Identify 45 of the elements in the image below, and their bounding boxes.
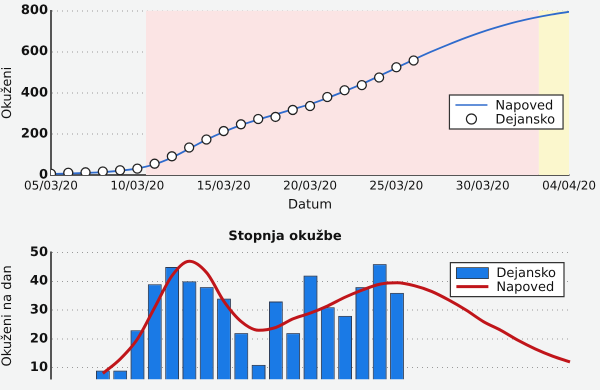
point: [391, 62, 402, 72]
y-tick-label: 400: [20, 85, 48, 100]
point: [270, 112, 281, 122]
legend-label: Dejansko: [496, 266, 556, 281]
x-tick-label: 15/03/20: [196, 178, 251, 192]
x-tick-label: 05/03/20: [24, 178, 78, 192]
point: [201, 134, 212, 145]
y-tick-label: 30: [30, 302, 48, 318]
point: [236, 119, 246, 130]
x-tick-label: 30/03/20: [456, 178, 510, 192]
x-axis-title: Datum: [288, 198, 332, 213]
x-tick-label: 10/03/20: [110, 178, 164, 192]
point: [304, 100, 316, 112]
point: [408, 55, 419, 66]
y-axis-title: Okuženi na dan: [0, 265, 16, 366]
y-tick-label: 40: [30, 274, 48, 289]
y-tick-label: 50: [30, 244, 48, 260]
point: [166, 151, 178, 162]
legend-label: Napoved: [495, 98, 554, 114]
y-tick-label: 20: [30, 331, 48, 346]
chart-title: Stopnja okužbe: [228, 229, 342, 244]
x-tick-label: 04/04/20: [542, 178, 596, 192]
point: [184, 142, 194, 153]
x-tick-label: 20/03/20: [283, 178, 337, 192]
point: [288, 104, 298, 116]
line-series: [101, 260, 572, 375]
y-tick-label: 600: [20, 44, 48, 60]
x-tick-label: 25/03/20: [369, 178, 424, 192]
point: [132, 163, 142, 174]
point: [98, 166, 108, 175]
point: [339, 85, 350, 96]
point: [80, 167, 91, 175]
legend-label: Napoved: [496, 280, 554, 295]
point: [149, 158, 160, 169]
y-tick-label: 800: [20, 3, 48, 18]
point: [218, 126, 229, 136]
point: [253, 114, 264, 124]
y-axis-title: Okuženi: [0, 66, 16, 120]
y-tick-label: 10: [30, 360, 48, 376]
point: [322, 92, 332, 102]
point: [374, 72, 384, 83]
y-tick-label: 200: [20, 126, 48, 142]
point: [114, 165, 126, 175]
legend-label: Dejansko: [495, 112, 556, 128]
point: [356, 80, 367, 90]
